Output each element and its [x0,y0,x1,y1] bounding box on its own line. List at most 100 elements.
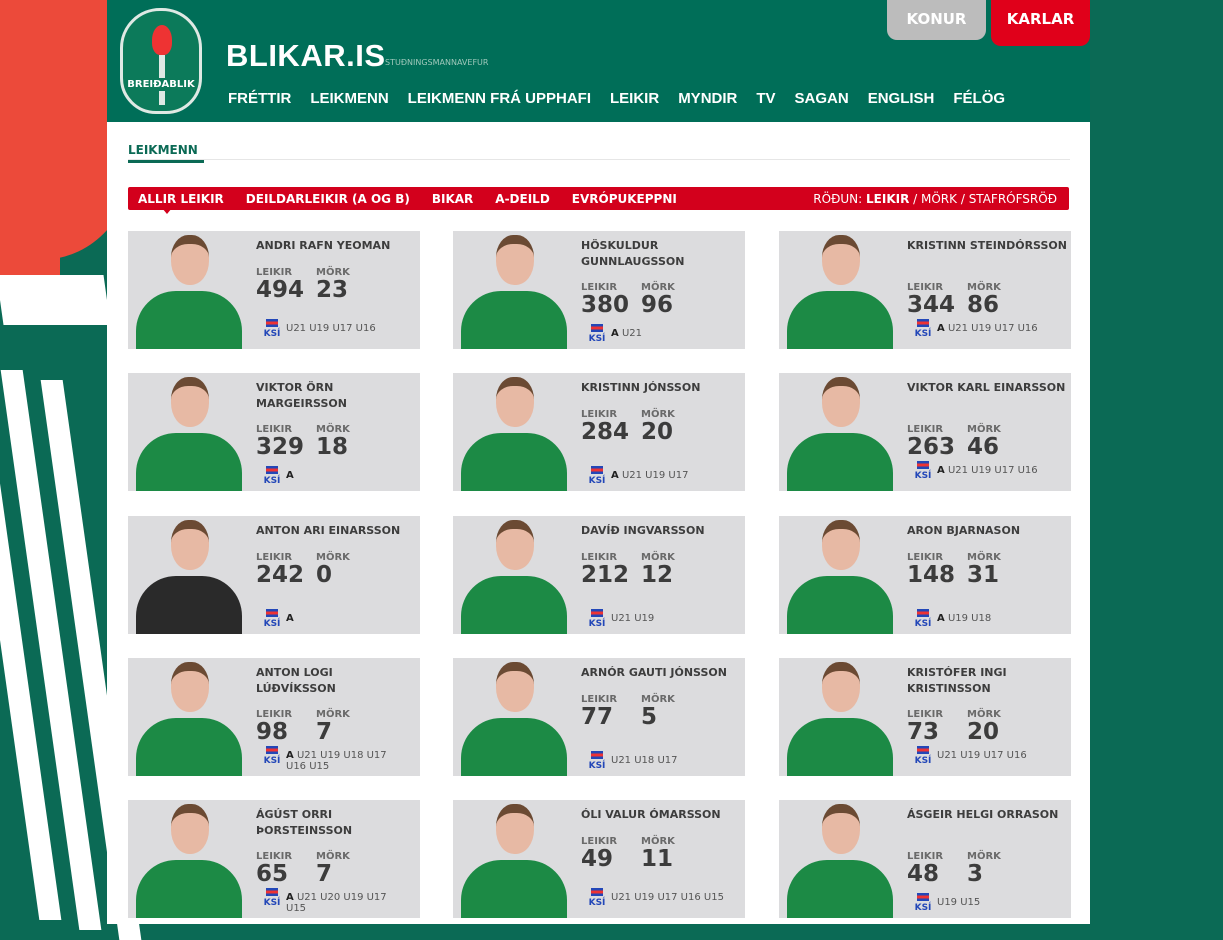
sort-alphabetical[interactable]: STAFRÓFSRÖÐ [968,191,1057,206]
player-card[interactable]: HÖSKULDUR GUNNLAUGSSON LEIKIR MÖRK 380 9… [453,231,745,349]
goals-value: 7 [316,861,333,887]
ksi-logo-icon: KSÍ [912,746,934,768]
player-card[interactable]: ÁGÚST ORRI ÞORSTEINSSON LEIKIR MÖRK 65 7… [128,800,420,918]
goals-value: 11 [641,846,674,872]
player-name[interactable]: ANTON ARI EINARSSON [256,524,401,537]
player-name[interactable]: KRISTÓFER INGI KRISTINSSON [907,666,1007,695]
main-nav: FRÉTTIR LEIKMENN LEIKMENN FRÁ UPPHAFI LEIKI… [228,90,1024,126]
breidablik-logo[interactable]: BREIÐABLIK [120,8,202,114]
national-teams: A [286,470,406,481]
player-card[interactable]: ÓLI VALUR ÓMARSSON LEIKIR MÖRK 49 11 KSÍ… [453,800,745,918]
player-name[interactable]: DAVÍÐ INGVARSSON [581,524,705,537]
nav-item[interactable]: FRÉTTIR [228,90,292,107]
goals-value: 18 [316,434,349,460]
player-card[interactable]: DAVÍÐ INGVARSSON LEIKIR MÖRK 212 12 KSÍ … [453,516,745,634]
youth-teams: U21 [621,328,642,339]
filter-tab[interactable]: BIKAR [431,191,474,206]
player-card[interactable]: VIKTOR ÖRN MARGEIRSSON LEIKIR MÖRK 329 1… [128,373,420,491]
player-name[interactable]: HÖSKULDUR GUNNLAUGSSON [581,239,685,268]
sort-by-games[interactable]: LEIKIR [866,191,910,206]
nav-item[interactable]: LEIKMENN FRÁ UPPHAFI [407,90,592,107]
filter-tab[interactable]: DEILDARLEIKIR (A OG B) [245,191,410,206]
games-value: 77 [581,704,614,730]
ksi-logo-icon: KSÍ [912,319,934,341]
tab-konur[interactable]: KONUR [887,0,986,40]
games-value: 242 [256,562,305,588]
player-name[interactable]: VIKTOR ÖRN MARGEIRSSON [256,381,347,410]
national-teams: U21 U18 U17 [611,755,731,766]
games-value: 263 [907,434,956,460]
player-name[interactable]: ÓLI VALUR ÓMARSSON [581,808,721,821]
player-name[interactable]: KRISTINN STEINDÓRSSON [907,239,1067,252]
filter-tab[interactable]: A-DEILD [495,191,550,206]
player-card[interactable]: KRISTÓFER INGI KRISTINSSON LEIKIR MÖRK 7… [779,658,1071,776]
player-name[interactable]: ANTON LOGI LÚÐVÍKSSON [256,666,336,695]
youth-teams: U21 U20 U19 U17 U15 [286,892,387,914]
youth-teams: U21 U19 U17 U16 [937,750,1027,761]
goals-value: 12 [641,562,674,588]
a-team-badge: A [286,892,294,903]
player-photo [785,231,895,349]
nav-item[interactable]: MYNDIR [678,90,738,107]
tab-karlar[interactable]: KARLAR [991,0,1090,46]
ksi-logo-icon: KSÍ [586,888,608,910]
goals-value: 23 [316,277,349,303]
youth-teams: U21 U19 U17 U16 [286,323,376,334]
goals-label: MÖRK [967,424,1001,435]
games-value: 65 [256,861,289,887]
player-name[interactable]: ARNÓR GAUTI JÓNSSON [581,666,727,679]
nav-item[interactable]: FÉLÖG [953,90,1006,107]
goals-value: 20 [641,419,674,445]
nav-item[interactable]: LEIKMENN [310,90,392,126]
ksi-logo-icon: KSÍ [912,461,934,483]
a-team-badge: A [937,465,945,476]
youth-teams: U21 U19 U17 U16 [947,323,1038,334]
player-name[interactable]: KRISTINN JÓNSSON [581,381,701,394]
site-title[interactable]: BLIKAR.IS [226,38,386,73]
player-card[interactable]: ARNÓR GAUTI JÓNSSON LEIKIR MÖRK 77 5 KSÍ… [453,658,745,776]
player-photo [459,231,569,349]
games-label: LEIKIR [256,424,293,435]
national-teams: U21 U19 U17 U16 [937,750,1057,761]
player-card[interactable]: KRISTINN JÓNSSON LEIKIR MÖRK 284 20 KSÍ … [453,373,745,491]
player-card[interactable]: ARON BJARNASON LEIKIR MÖRK 148 31 KSÍ A … [779,516,1071,634]
nav-item[interactable]: SAGAN [794,90,849,107]
player-photo [785,800,895,918]
ksi-logo-icon: KSÍ [912,609,934,631]
player-photo [459,373,569,491]
goals-label: MÖRK [316,424,350,435]
filter-tab[interactable]: ALLIR LEIKIR [138,191,224,206]
player-name[interactable]: ÁGÚST ORRI ÞORSTEINSSON [256,808,353,837]
a-team-badge: A [611,470,619,481]
filter-tab[interactable]: EVRÓPUKEPPNI [571,191,677,206]
games-label: LEIKIR [581,836,618,847]
active-filter-caret [162,208,172,214]
player-card[interactable]: KRISTINN STEINDÓRSSON LEIKIR MÖRK 344 86… [779,231,1071,349]
ksi-logo-icon: KSÍ [261,319,283,341]
games-value: 380 [581,292,630,318]
nav-item[interactable]: LEIKIR [610,90,660,107]
player-card[interactable]: ANTON LOGI LÚÐVÍKSSON LEIKIR MÖRK 98 7 K… [128,658,420,776]
games-value: 494 [256,277,305,303]
player-name[interactable]: VIKTOR KARL EINARSSON [907,381,1066,394]
sort-by-goals[interactable]: MÖRK [921,191,958,206]
games-value: 49 [581,846,614,872]
player-photo [134,373,244,491]
nav-item[interactable]: ENGLISH [867,90,935,107]
player-photo [459,516,569,634]
national-teams: A U21 U19 U17 U16 [937,465,1057,476]
player-name[interactable]: ÁSGEIR HELGI ORRASON [907,808,1059,821]
player-card[interactable]: ANDRI RAFN YEOMAN LEIKIR MÖRK 494 23 KSÍ… [128,231,420,349]
player-name[interactable]: ARON BJARNASON [907,524,1021,537]
player-card[interactable]: ANTON ARI EINARSSON LEIKIR MÖRK 242 0 KS… [128,516,420,634]
a-team-badge: A [937,613,945,624]
youth-teams: U21 U19 U18 U17 U16 U15 [286,750,387,772]
goals-label: MÖRK [641,694,675,705]
ksi-logo-icon: KSÍ [912,893,934,915]
games-label: LEIKIR [256,851,293,862]
goals-value: 5 [641,704,658,730]
nav-item[interactable]: TV [756,90,776,107]
player-card[interactable]: ÁSGEIR HELGI ORRASON LEIKIR MÖRK 48 3 KS… [779,800,1071,918]
player-card[interactable]: VIKTOR KARL EINARSSON LEIKIR MÖRK 263 46… [779,373,1071,491]
player-name[interactable]: ANDRI RAFN YEOMAN [256,239,391,252]
